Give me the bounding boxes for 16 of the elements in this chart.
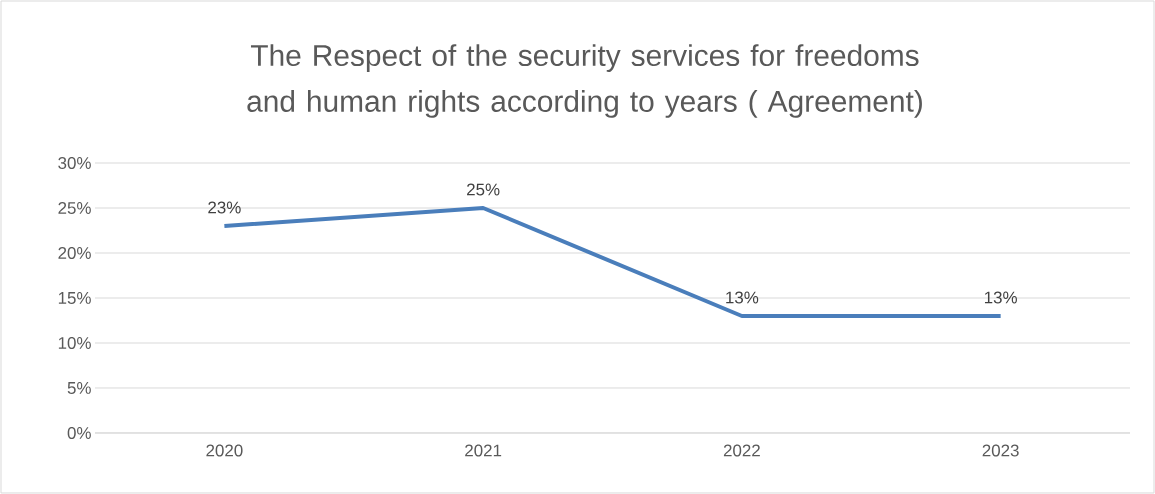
x-tick-label: 2020 xyxy=(206,444,243,457)
y-tick-label: 20% xyxy=(58,246,91,259)
x-tick-label: 2021 xyxy=(465,444,502,457)
data-label: 13% xyxy=(984,291,1017,304)
y-tick-label: 0% xyxy=(67,426,91,439)
y-tick-label: 5% xyxy=(67,382,91,394)
data-label: 23% xyxy=(208,201,241,214)
y-tick-label: 10% xyxy=(58,336,91,349)
y-tick-label: 25% xyxy=(58,201,91,214)
data-label: 25% xyxy=(467,183,500,196)
x-tick-label: 2022 xyxy=(723,444,760,457)
data-label: 13% xyxy=(726,291,759,304)
y-tick-label: 30% xyxy=(58,156,91,169)
y-tick-label: 15% xyxy=(58,292,91,304)
chart-title: The Respect of the security services for freedoms and human rights according to years ( Agreement) xyxy=(247,44,922,118)
x-tick-label: 2023 xyxy=(982,444,1019,457)
